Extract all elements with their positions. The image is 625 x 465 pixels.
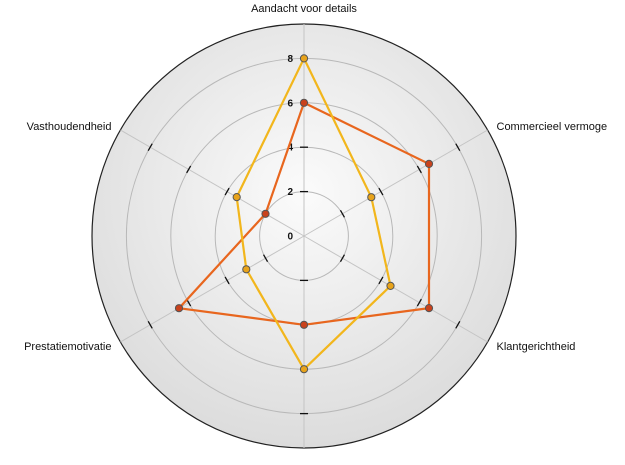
tick-mark	[416, 298, 422, 307]
tick-mark	[378, 187, 384, 196]
series-2-point	[299, 365, 309, 374]
series-1-point	[261, 209, 270, 218]
tick-mark	[262, 254, 269, 262]
axis-spoke	[303, 235, 488, 343]
r-tick-label: 8	[287, 54, 293, 65]
series-2-point	[232, 193, 241, 202]
tick-mark	[455, 321, 461, 329]
series-2-point	[242, 265, 251, 274]
axis-spoke	[303, 129, 488, 237]
series-1-point	[424, 304, 434, 313]
series-2-point	[299, 54, 309, 63]
series-1-point	[299, 320, 309, 329]
axis-label: Commercieel vermoge	[497, 121, 608, 133]
axis-spoke	[120, 235, 305, 343]
axis-label: Klantgerichtheid	[497, 341, 576, 353]
tick-mark	[339, 254, 346, 262]
series-1-point	[424, 159, 434, 168]
axis-spoke	[120, 129, 305, 237]
r-tick-label: 0	[287, 232, 293, 243]
r-tick-label: 2	[287, 187, 293, 198]
tick-mark	[147, 143, 153, 151]
axis-label: Vasthoudendheid	[27, 121, 112, 133]
tick-mark	[455, 143, 461, 151]
r-tick-label: 4	[287, 143, 293, 154]
series-1-point	[174, 304, 184, 313]
series-layer	[174, 54, 434, 374]
series-2-point	[367, 193, 376, 202]
axis-label: Aandacht voor details	[251, 3, 357, 15]
tick-mark	[224, 276, 230, 285]
tick-mark	[147, 321, 153, 329]
series-1-point	[299, 98, 309, 107]
tick-mark	[416, 165, 422, 174]
tick-mark	[224, 187, 230, 196]
tick-mark	[378, 276, 384, 285]
series-2-point	[386, 281, 395, 290]
r-tick-label: 6	[287, 98, 293, 109]
tick-mark	[339, 210, 346, 218]
tick-mark	[186, 165, 192, 174]
spoke-layer	[120, 24, 488, 448]
axis-label: Prestatiemotivatie	[24, 341, 111, 353]
